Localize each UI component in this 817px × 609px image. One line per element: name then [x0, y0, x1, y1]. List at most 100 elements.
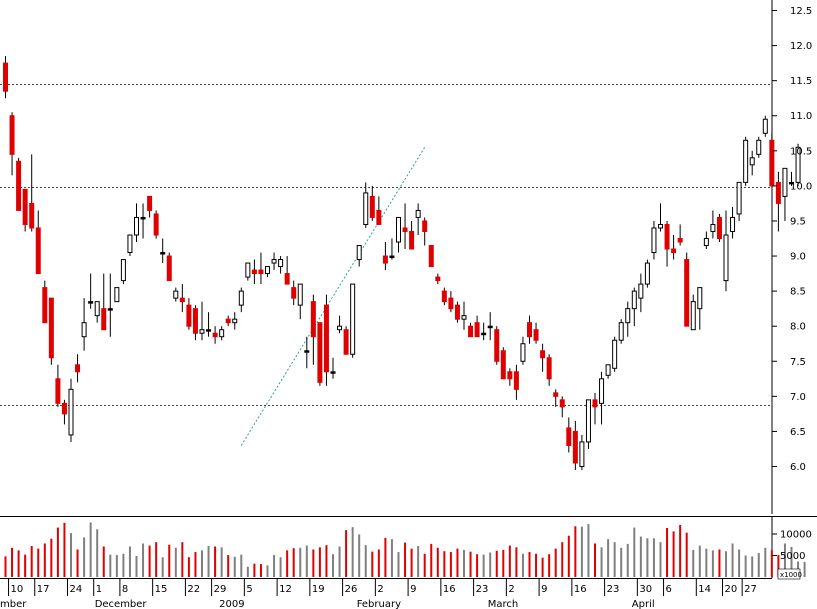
candle-body [795, 146, 801, 183]
candle [278, 256, 284, 274]
candle-body [605, 364, 611, 376]
candle [730, 206, 736, 239]
candle-body [677, 238, 683, 243]
candle [566, 417, 572, 453]
date-tick-label: 26 [345, 584, 358, 595]
candle-body [35, 227, 41, 275]
candle [461, 301, 467, 330]
candle [22, 188, 28, 232]
volume-bar [594, 543, 596, 577]
candle [166, 252, 172, 282]
volume-bar [358, 534, 361, 577]
candle-body [271, 259, 277, 264]
volume-bar [567, 535, 570, 577]
candle-body [356, 245, 362, 261]
volume-bar [679, 524, 682, 577]
candle-body [441, 290, 447, 303]
candle [474, 315, 480, 338]
volume-bar [4, 556, 7, 577]
candle [88, 273, 94, 309]
volume-bar [24, 554, 27, 577]
volume-bar [207, 546, 210, 577]
candle-body [330, 371, 336, 374]
candle [363, 182, 369, 228]
date-tick-label: 16 [443, 584, 456, 595]
candle-body [153, 213, 159, 236]
candle [736, 181, 742, 221]
date-tick-label: 14 [698, 584, 711, 595]
price-axis: 12.5 12.0 11.5 11.0 10.5 10.0 9.5 9.0 8.5 8.0 7.5 7… [772, 6, 812, 473]
candle [415, 203, 421, 235]
volume-bar [371, 551, 374, 577]
volume-bar [89, 522, 92, 577]
candle [337, 315, 343, 334]
candle-body [61, 402, 67, 415]
volume-bars [4, 522, 806, 577]
candle [350, 283, 356, 358]
volume-bar [220, 547, 223, 577]
volume-bar [70, 533, 72, 577]
volume-bar [528, 552, 531, 577]
volume-bar [711, 550, 714, 577]
candle-body [147, 195, 153, 211]
candle-body [703, 238, 709, 247]
candle-body [376, 209, 382, 225]
volume-bar [580, 526, 583, 577]
candle [612, 336, 618, 372]
volume-bar [489, 552, 492, 577]
reference-lines [0, 84, 772, 406]
candle-body [42, 287, 48, 324]
candle [356, 245, 362, 267]
volume-bar [83, 537, 86, 577]
volume-axis: 10000 5000 x1000 [772, 530, 812, 580]
candle-body [533, 329, 539, 341]
candle [160, 238, 166, 264]
candle [507, 368, 513, 386]
candle [258, 252, 264, 285]
candle [343, 326, 349, 355]
candle [101, 273, 107, 331]
price-tick-label: 7.5 [790, 357, 806, 368]
candle-body [625, 308, 631, 324]
volume-bar [122, 553, 125, 577]
volume-bar [751, 556, 754, 577]
volume-bar [135, 555, 138, 577]
volume-bar [770, 550, 773, 577]
candle-body [199, 329, 205, 334]
candle-body [179, 297, 185, 303]
candle [527, 315, 532, 344]
candle-body [186, 304, 192, 327]
candle-body [101, 308, 107, 331]
candle-body [520, 343, 526, 362]
price-tick-label: 9.0 [790, 252, 806, 263]
candle-body [716, 216, 722, 239]
candle-body [631, 290, 637, 310]
date-tick-label: 10 [11, 584, 24, 595]
price-tick-label: 12.0 [790, 41, 812, 52]
candle-body [782, 167, 788, 197]
volume-bar [561, 542, 564, 577]
date-tick-label: 23 [607, 584, 620, 595]
volume-bar [390, 539, 393, 577]
candle-body [310, 301, 316, 338]
candle [206, 312, 212, 337]
candle [789, 171, 794, 186]
volume-bar [502, 549, 505, 577]
volume-bar [423, 553, 426, 577]
volume-bar [417, 546, 420, 577]
volume-bar [718, 549, 721, 577]
candle-body [258, 269, 264, 275]
candle-body [435, 276, 441, 282]
candle [114, 287, 120, 303]
volume-bar [731, 543, 734, 577]
candle [61, 399, 67, 425]
candle-body [743, 139, 749, 183]
candle-body [219, 329, 225, 338]
date-tick-label: 27 [744, 584, 757, 595]
candle [3, 56, 8, 99]
volume-bar [607, 539, 610, 577]
candle [553, 389, 559, 407]
candle-body [245, 262, 251, 278]
candle-body [134, 216, 139, 236]
volume-bar [620, 547, 623, 577]
